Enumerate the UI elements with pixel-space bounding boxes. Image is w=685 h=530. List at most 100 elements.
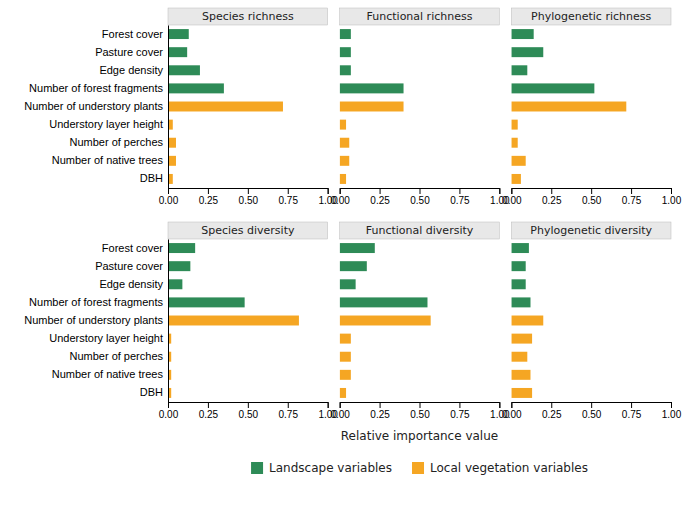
- bars: [168, 29, 283, 184]
- bar: [340, 279, 341, 289]
- bar: [340, 65, 341, 75]
- panel: Phylogenetic diversity0.000.250.500.751.…: [502, 222, 682, 420]
- x-axis-line: [340, 403, 500, 409]
- x-tick-mark: [631, 402, 632, 408]
- bars: [340, 243, 431, 398]
- legend-swatch: [251, 462, 263, 474]
- x-tick: 0.75: [622, 402, 642, 420]
- x-axis: 0.000.250.500.751.00: [159, 188, 339, 206]
- y-tick: Pasture cover: [95, 260, 168, 272]
- y-tick: Number of understory plants: [24, 314, 168, 326]
- bar: [511, 83, 512, 93]
- x-tick: 0.50: [410, 402, 430, 420]
- bar: [511, 334, 532, 344]
- panel-title: Functional richness: [367, 10, 473, 23]
- y-tick-label: Edge density: [99, 64, 163, 76]
- bars: [511, 243, 543, 398]
- bar: [340, 102, 404, 112]
- bar: [168, 29, 189, 39]
- x-tick: 0.00: [502, 188, 522, 206]
- bar: [340, 316, 431, 326]
- chart: Species richness0.000.250.500.751.00Fore…: [0, 0, 685, 530]
- x-tick-label: 0.50: [239, 409, 259, 420]
- x-axis-title: Relative importance value: [341, 429, 498, 443]
- legend-label: Local vegetation variables: [430, 461, 588, 475]
- x-tick: 0.50: [239, 188, 259, 206]
- y-tick-label: Number of forest fragments: [29, 82, 163, 94]
- bar: [168, 156, 176, 166]
- x-tick-label: 0.00: [159, 409, 179, 420]
- panel-title: Species richness: [202, 10, 294, 23]
- x-tick-mark: [551, 402, 552, 408]
- bar: [168, 65, 200, 75]
- bar: [340, 83, 341, 93]
- bar: [511, 352, 527, 362]
- bar: [511, 138, 517, 148]
- panel-strip: [511, 8, 671, 25]
- panel: Functional diversity0.000.250.500.751.00…: [330, 222, 510, 443]
- x-tick-mark: [168, 188, 169, 194]
- x-tick-label: 0.25: [199, 195, 219, 206]
- bar: [340, 29, 351, 39]
- panel-title: Functional diversity: [366, 224, 474, 237]
- x-tick-mark: [671, 188, 672, 194]
- bar: [511, 120, 517, 130]
- bar: [511, 261, 525, 271]
- x-axis: 0.000.250.500.751.00: [330, 188, 510, 206]
- x-tick-mark: [380, 402, 381, 408]
- y-tick-label: Number of understory plants: [24, 314, 163, 326]
- x-tick-mark: [511, 188, 512, 194]
- legend-item: Local vegetation variables: [412, 461, 588, 475]
- x-tick-mark: [328, 402, 329, 408]
- x-tick-label: 0.25: [542, 409, 562, 420]
- x-tick: 0.50: [582, 188, 602, 206]
- bar: [168, 243, 195, 253]
- x-tick-mark: [499, 402, 500, 408]
- bar: [511, 29, 512, 39]
- bar: [340, 243, 375, 253]
- x-axis-line: [169, 403, 329, 409]
- y-axis: Forest coverPasture coverEdge densityNum…: [24, 26, 168, 189]
- plot-area: 0.000.250.500.751.00: [502, 243, 682, 420]
- y-tick: Number of native trees: [52, 368, 168, 380]
- bar: [511, 102, 626, 112]
- y-tick: Edge density: [99, 64, 168, 76]
- plot-area: 0.000.250.500.751.00: [330, 243, 510, 420]
- panel: Species richness0.000.250.500.751.00Fore…: [24, 8, 338, 206]
- y-tick-label: Number of perches: [69, 350, 163, 362]
- y-tick-label: Number of understory plants: [24, 100, 163, 112]
- x-tick-label: 0.50: [582, 409, 602, 420]
- x-tick: 0.50: [410, 188, 430, 206]
- x-tick-label: 1.00: [662, 195, 682, 206]
- panel-strip: [340, 222, 500, 239]
- y-tick: Number of forest fragments: [29, 82, 168, 94]
- x-tick-label: 0.75: [622, 195, 642, 206]
- y-tick-label: Edge density: [99, 278, 163, 290]
- bar: [511, 316, 543, 326]
- x-tick: 0.00: [502, 402, 522, 420]
- bars: [168, 243, 299, 398]
- x-tick: 0.25: [542, 402, 562, 420]
- panel: Species diversity0.000.250.500.751.00For…: [24, 222, 338, 420]
- bar: [511, 29, 533, 39]
- panel-title: Phylogenetic richness: [531, 10, 651, 23]
- y-tick: Forest cover: [102, 28, 168, 40]
- x-tick-mark: [340, 402, 341, 408]
- y-tick-label: DBH: [140, 172, 163, 184]
- x-tick-mark: [340, 188, 341, 194]
- bar: [340, 352, 351, 362]
- y-axis: Forest coverPasture coverEdge densityNum…: [24, 240, 168, 403]
- y-axis-line: [168, 26, 169, 189]
- x-tick-label: 0.50: [239, 195, 259, 206]
- panel: Phylogenetic richness0.000.250.500.751.0…: [502, 8, 682, 206]
- bar: [511, 243, 529, 253]
- x-tick-label: 0.25: [370, 195, 390, 206]
- x-tick-label: 0.75: [450, 409, 470, 420]
- x-tick-mark: [288, 402, 289, 408]
- y-tick: DBH: [140, 172, 168, 184]
- x-axis: 0.000.250.500.751.00: [502, 402, 682, 420]
- x-tick-label: 0.50: [410, 409, 430, 420]
- bar: [511, 297, 530, 307]
- x-axis: 0.000.250.500.751.00: [159, 402, 339, 420]
- bar: [511, 47, 512, 57]
